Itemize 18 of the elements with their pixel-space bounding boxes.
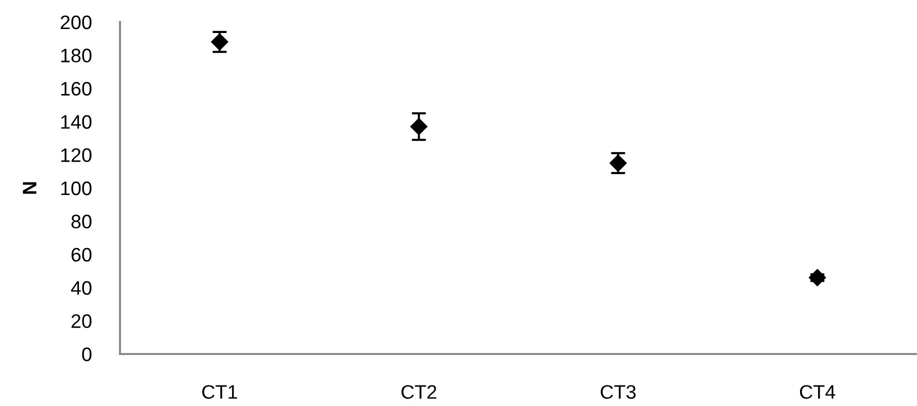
x-tick-label: CT2 bbox=[401, 385, 436, 399]
y-tick-label: 100 bbox=[61, 181, 92, 196]
y-tick-label: 180 bbox=[61, 48, 92, 62]
x-tick-label: CT1 bbox=[202, 385, 238, 399]
y-axis-title: N bbox=[22, 182, 36, 194]
y-tick-label: 0 bbox=[82, 347, 92, 362]
y-tick-label: 20 bbox=[72, 314, 92, 328]
y-tick-label: 160 bbox=[61, 82, 92, 96]
x-tick-label: CT4 bbox=[800, 385, 836, 399]
point bbox=[808, 269, 826, 286]
y-tick-label: 40 bbox=[71, 281, 92, 295]
point bbox=[410, 118, 428, 136]
y-tick-label: 140 bbox=[61, 115, 92, 129]
y-tick-label: 60 bbox=[72, 248, 92, 262]
y-tick-label: 120 bbox=[61, 148, 92, 162]
y-tick-label: 200 bbox=[60, 15, 92, 30]
y-tick-label: 80 bbox=[71, 214, 92, 228]
x-tick-label: CT3 bbox=[600, 385, 636, 399]
